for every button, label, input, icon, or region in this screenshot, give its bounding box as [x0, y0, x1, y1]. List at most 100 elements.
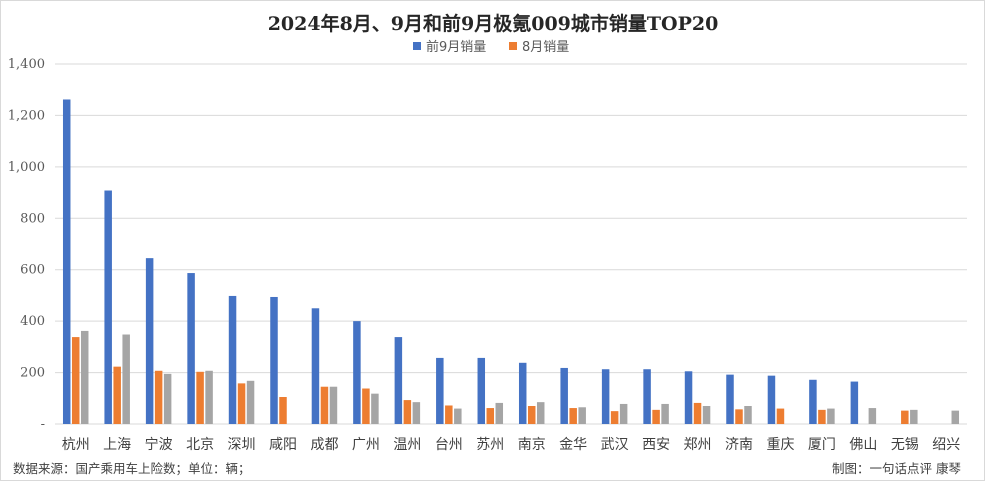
x-tick-label: 西安: [642, 437, 670, 453]
bar: [362, 388, 370, 424]
bar: [693, 402, 702, 424]
x-tick-label: 厦门: [808, 437, 836, 453]
bar: [601, 369, 610, 424]
bar: [104, 190, 112, 424]
bar: [320, 386, 329, 424]
bar: [486, 408, 495, 424]
x-tick-label: 咸阳: [269, 437, 297, 453]
bar: [536, 402, 545, 424]
bar: [578, 407, 586, 424]
y-tick-label: 800: [20, 211, 45, 226]
bar: [371, 393, 379, 424]
bar: [495, 402, 504, 424]
bar: [445, 405, 453, 424]
x-tick-label: 南京: [518, 437, 546, 453]
x-tick-label: 重庆: [766, 437, 794, 453]
bar: [329, 386, 338, 424]
y-tick-label: 1,400: [8, 57, 45, 72]
bar: [270, 296, 278, 424]
x-tick-label: 宁波: [145, 436, 173, 453]
bar: [910, 409, 918, 424]
bar: [145, 258, 154, 424]
bar: [735, 409, 743, 424]
x-tick-label: 佛山: [849, 437, 877, 453]
chart-legend: 前9月销量 8月销量: [413, 39, 569, 55]
x-tick-label: 上海: [103, 437, 131, 453]
x-tick-label: 济南: [725, 437, 753, 453]
bar: [901, 410, 909, 424]
bar: [403, 400, 412, 424]
x-tick-label: 北京: [186, 437, 214, 453]
legend-swatch: [509, 42, 517, 50]
data-source-note: 数据来源：国产乘用车上险数；单位：辆；: [13, 461, 251, 476]
bar: [71, 337, 80, 424]
y-tick-label: 200: [20, 366, 45, 381]
bar: [527, 406, 536, 424]
bar: [643, 369, 651, 424]
chart-credit: 制图：一句话点评 康琴: [832, 461, 961, 476]
bar: [951, 410, 960, 424]
x-tick-label: 杭州: [62, 437, 90, 453]
x-tick-label: 温州: [393, 437, 421, 453]
bar: [279, 397, 287, 424]
bars: [62, 99, 960, 424]
bar: [818, 409, 826, 424]
legend-label: 8月销量: [522, 40, 569, 55]
bar: [518, 362, 527, 424]
bar: [477, 357, 486, 424]
bar: [726, 374, 734, 424]
bar: [827, 408, 835, 424]
bar: [661, 403, 669, 424]
bar: [394, 337, 403, 424]
bar: [187, 273, 195, 424]
x-tick-label: 广州: [352, 437, 380, 453]
bar: [454, 408, 462, 424]
bar: [311, 308, 320, 424]
bar: [868, 408, 877, 424]
legend-label: 前9月销量: [426, 39, 486, 55]
bar: [850, 381, 859, 424]
x-tick-label: 郑州: [684, 437, 712, 453]
bar: [353, 321, 361, 424]
bar: [560, 367, 568, 424]
bar: [744, 406, 752, 424]
x-tick-label: 金华: [559, 437, 587, 453]
bar: [767, 375, 776, 424]
bar: [684, 371, 693, 424]
y-axis: - 200 400 600 800 1,000 1,200 1,400: [8, 57, 45, 432]
bar: [436, 357, 444, 424]
bar: [246, 380, 255, 424]
x-tick-label: 绍兴: [932, 437, 960, 453]
bar: [228, 295, 237, 424]
bar: [62, 99, 71, 424]
y-tick-label: 1,000: [8, 160, 45, 175]
bar: [610, 411, 619, 424]
y-tick-label: 1,200: [8, 108, 45, 123]
y-tick-label: -: [41, 417, 45, 432]
bar: [569, 408, 577, 424]
x-tick-label: 成都: [310, 437, 338, 453]
x-axis: 杭州 上海 宁波 北京 深圳 咸阳 成都 广州 温州 台州 苏州 南京 金华 武汉 西安 郑州 济南 重庆 厦门 佛山…: [62, 436, 961, 453]
bar: [702, 406, 711, 424]
bar: [163, 373, 172, 424]
bar: [196, 371, 204, 424]
bar: [809, 379, 817, 424]
bar: [412, 402, 421, 424]
bar: [652, 409, 660, 424]
legend-swatch: [413, 42, 421, 50]
bar: [113, 366, 121, 424]
x-tick-label: 苏州: [476, 437, 504, 453]
bar: [80, 330, 89, 424]
bar: [619, 403, 628, 424]
x-tick-label: 无锡: [891, 437, 919, 453]
bar: [205, 370, 213, 424]
bar: [122, 334, 130, 424]
bar: [237, 383, 246, 424]
chart-title: 2024年8月、9月和前9月极氪009城市销量TOP20: [268, 12, 719, 35]
y-tick-label: 600: [20, 263, 45, 278]
x-tick-label: 深圳: [228, 437, 256, 453]
bar: [154, 370, 163, 424]
x-tick-label: 台州: [435, 437, 463, 453]
bar: [776, 408, 785, 424]
